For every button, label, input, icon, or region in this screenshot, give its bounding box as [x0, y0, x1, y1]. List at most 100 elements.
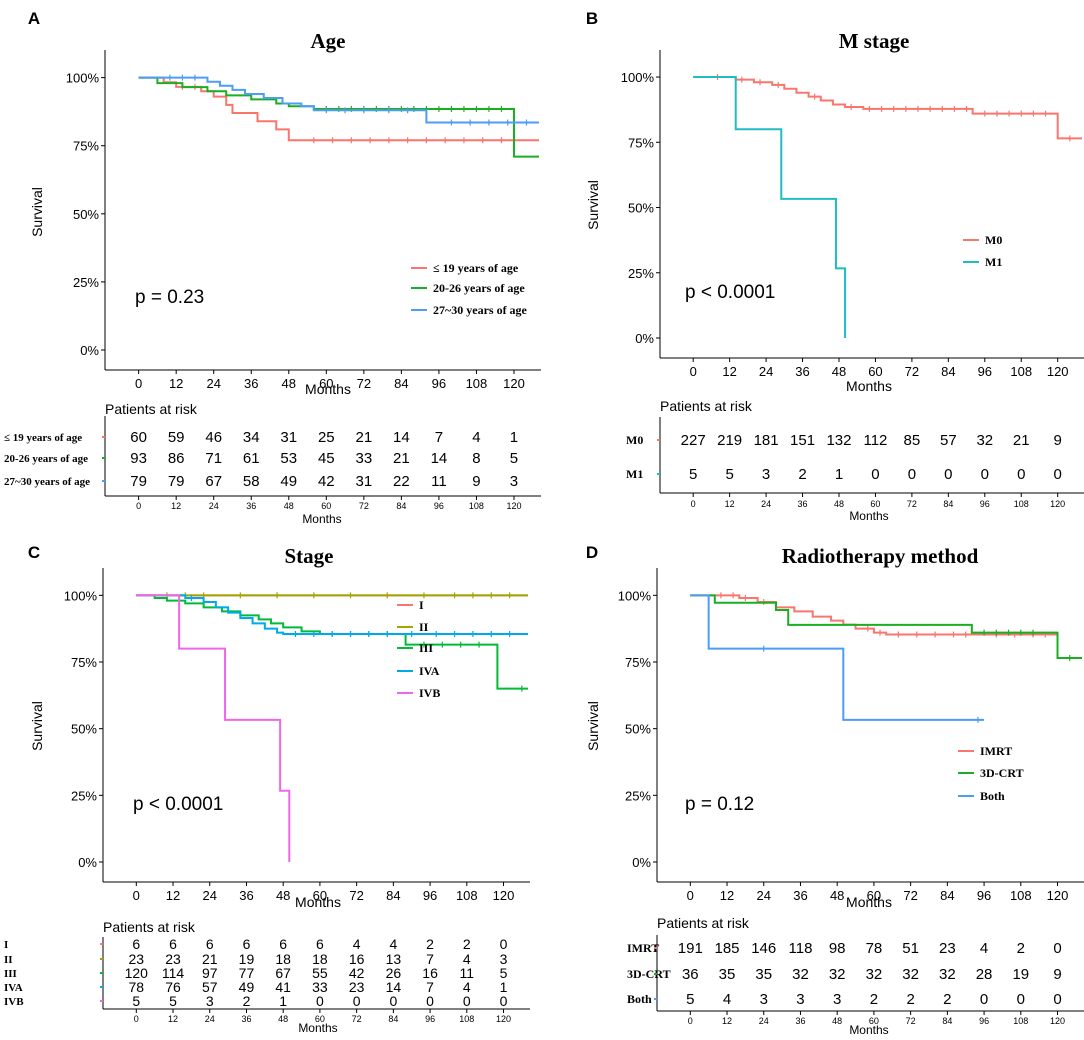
x-axis-label: Months [305, 381, 351, 397]
risk-count: 0 [353, 993, 361, 1009]
x-tick-label: 24 [759, 364, 773, 379]
risk-table-tick-label: 0 [691, 499, 696, 509]
risk-count: 9 [472, 473, 480, 490]
risk-count: 4 [980, 940, 988, 957]
risk-count: 114 [162, 965, 185, 981]
risk-count: 42 [349, 965, 365, 981]
risk-row-label-3d-crt: 3D-CRT [627, 967, 671, 981]
risk-count: 11 [460, 965, 475, 981]
risk-table-tick-label: 60 [870, 499, 880, 509]
risk-count: 0 [980, 991, 988, 1008]
risk-count: 32 [902, 966, 919, 983]
x-tick-label: 12 [722, 364, 736, 379]
y-tick-label: 25% [625, 788, 651, 803]
panel-label: C [28, 543, 40, 562]
y-tick-label: 25% [628, 266, 654, 281]
risk-count: 35 [755, 966, 772, 983]
p-value: p < 0.0001 [685, 282, 775, 303]
x-axis-label: Months [846, 378, 892, 394]
risk-row-label-iva: IVA [4, 982, 23, 994]
panel-label: A [28, 9, 40, 28]
risk-count: 14 [431, 450, 448, 467]
risk-count: 120 [125, 965, 149, 981]
risk-table-tick-label: 48 [832, 1016, 842, 1026]
risk-count: 23 [129, 951, 145, 967]
risk-count: 0 [1017, 466, 1025, 483]
risk-count: 85 [904, 432, 921, 449]
y-tick-label: 75% [628, 135, 654, 150]
legend-label-3d-crt: 3D-CRT [980, 766, 1024, 780]
x-tick-label: 48 [832, 364, 846, 379]
risk-count: 0 [463, 993, 471, 1009]
risk-count: 0 [908, 466, 916, 483]
risk-row-label-ii: II [4, 954, 13, 966]
risk-table-tick-label: 108 [1013, 1016, 1028, 1026]
risk-table-tick-label: 24 [205, 1014, 215, 1024]
risk-table-tick-label: 120 [506, 501, 521, 511]
y-tick-label: 100% [66, 71, 100, 86]
risk-row-label-ivb: IVB [4, 996, 24, 1008]
y-tick-label: 50% [71, 722, 97, 737]
risk-count: 3 [206, 993, 214, 1009]
risk-count: 8 [472, 450, 480, 467]
risk-count: 14 [386, 979, 402, 995]
risk-table-title: Patients at risk [657, 915, 750, 931]
risk-table-tick-label: 36 [246, 501, 256, 511]
risk-count: 79 [130, 473, 147, 490]
legend-label-m1: M1 [985, 255, 1002, 269]
legend-label-m0: M0 [985, 233, 1002, 247]
x-tick-label: 60 [868, 364, 882, 379]
legend-label-27-30-years-of-age: 27~30 years of age [433, 303, 528, 317]
risk-count: 13 [386, 951, 402, 967]
risk-count: 22 [393, 473, 410, 490]
survival-curve-27-30-years-of-age [138, 76, 539, 124]
risk-count: 2 [943, 991, 951, 1008]
risk-count: 3 [510, 473, 518, 490]
x-tick-label: 96 [432, 376, 446, 391]
risk-count: 0 [426, 993, 434, 1009]
risk-count: 3 [796, 991, 804, 1008]
risk-table-tick-label: 12 [168, 1014, 178, 1024]
y-tick-label: 0% [80, 343, 99, 358]
y-axis-label: Survival [29, 187, 45, 237]
risk-count: 0 [1053, 991, 1061, 1008]
risk-table-tick-label: 60 [869, 1016, 879, 1026]
risk-count: 16 [422, 965, 438, 981]
risk-count: 1 [510, 429, 518, 446]
risk-count: 4 [472, 429, 480, 446]
risk-count: 6 [206, 936, 214, 952]
survival-curve-ivb [136, 594, 291, 862]
risk-count: 32 [829, 966, 846, 983]
risk-count: 33 [312, 979, 328, 995]
risk-table-title: Patients at risk [660, 398, 753, 414]
x-tick-label: 108 [456, 888, 478, 903]
x-tick-label: 48 [830, 888, 844, 903]
x-tick-label: 60 [319, 376, 333, 391]
risk-count: 0 [1053, 940, 1061, 957]
x-tick-label: 0 [687, 888, 694, 903]
y-tick-label: 100% [618, 588, 652, 603]
risk-count: 21 [202, 951, 218, 967]
x-tick-label: 108 [1010, 364, 1032, 379]
risk-count: 0 [500, 936, 508, 952]
risk-count: 76 [165, 979, 181, 995]
x-tick-label: 84 [940, 888, 954, 903]
x-tick-label: 120 [1047, 364, 1069, 379]
risk-count: 79 [168, 473, 185, 490]
legend-label-both: Both [980, 789, 1005, 803]
p-value: p = 0.23 [135, 287, 204, 308]
x-tick-label: 72 [349, 888, 363, 903]
y-axis-label: Survival [585, 701, 601, 751]
risk-count: 23 [165, 951, 181, 967]
risk-count: 5 [686, 991, 694, 1008]
risk-count: 35 [719, 966, 736, 983]
legend-label-le-19-years-of-age: ≤ 19 years of age [433, 261, 519, 275]
risk-table-tick-label: 24 [761, 499, 771, 509]
x-tick-label: 12 [169, 376, 183, 391]
risk-count: 51 [902, 940, 919, 957]
risk-count: 0 [1017, 991, 1025, 1008]
x-tick-label: 12 [166, 888, 180, 903]
survival-curve-iii [136, 594, 528, 690]
y-tick-label: 50% [625, 722, 651, 737]
